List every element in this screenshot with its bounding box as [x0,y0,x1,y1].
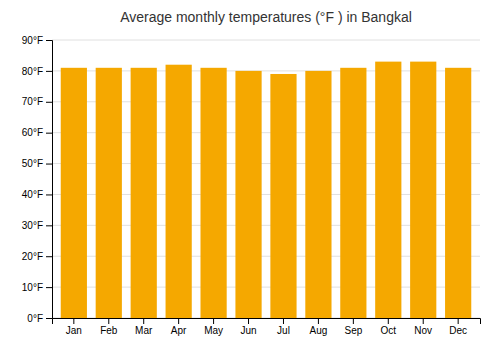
tick-mark [353,318,354,324]
tick-label: Oct [381,325,397,336]
tick-label: May [204,325,223,336]
tick-label: Jun [240,325,256,336]
bar [410,62,436,318]
axis-line [53,319,481,325]
x-axis: Jan Feb Mar Apr May Jun Jul Aug Sep Oct Nov Dec [53,318,481,336]
tick-mark [283,318,284,324]
axis-line [46,41,53,319]
tick-mark [143,318,144,324]
tick-label: Feb [100,325,118,336]
tick: Oct [381,318,397,336]
tick: Apr [171,318,187,336]
tick: Mar [135,318,153,336]
tick: Jan [66,318,82,336]
tick-label: Jul [277,325,290,336]
tick-label: Jan [66,325,82,336]
tick-mark [46,225,52,226]
tick: Feb [100,318,118,336]
bar [445,68,471,318]
tick: 40°F [22,189,52,200]
bar [166,65,192,318]
tick-mark [46,40,52,41]
tick-label: Dec [449,325,467,336]
bar [270,74,296,318]
grid [52,40,480,318]
tick-mark [46,71,52,72]
bars [61,62,472,318]
chart-container: 0°F 10°F 20°F 30°F 40°F 50°F 60°F 70°F 80°F 90°F J… [0,0,500,350]
tick-label: 10°F [22,282,43,293]
bar [131,68,157,318]
tick-mark [178,318,179,324]
tick-label: Nov [414,325,432,336]
chart-svg: 0°F 10°F 20°F 30°F 40°F 50°F 60°F 70°F 80°F 90°F J… [0,0,500,350]
tick: 90°F [22,35,52,46]
tick-label: 80°F [22,66,43,77]
tick-label: Apr [171,325,187,336]
tick-label: Mar [135,325,153,336]
tick-label: Aug [310,325,328,336]
tick-mark [46,287,52,288]
tick-label: Sep [344,325,362,336]
tick-mark [46,318,52,319]
tick-mark [46,164,52,165]
tick: 20°F [22,251,52,262]
tick: Jun [240,318,256,336]
tick-mark [46,194,52,195]
tick-mark [423,318,424,324]
tick-label: 70°F [22,96,43,107]
bar [340,68,366,318]
tick-mark [108,318,109,324]
tick: Sep [344,318,362,336]
tick: 30°F [22,220,52,231]
tick-label: 50°F [22,158,43,169]
tick: Nov [414,318,432,336]
tick-mark [213,318,214,324]
tick-mark [73,318,74,324]
y-axis: 0°F 10°F 20°F 30°F 40°F 50°F 60°F 70°F 80°F 90°F [22,35,53,324]
tick-label: 30°F [22,220,43,231]
title: Average monthly temperatures (°F ) in Ba… [120,9,412,25]
tick: 80°F [22,66,52,77]
tick: 0°F [27,313,52,324]
tick-label: 90°F [22,35,43,46]
tick-mark [388,318,389,324]
bar [235,71,261,318]
tick: Dec [449,318,467,336]
tick-mark [248,318,249,324]
tick: Aug [310,318,328,336]
bar [96,68,122,318]
tick: Jul [277,318,290,336]
tick-label: 0°F [27,313,43,324]
bar [305,71,331,318]
tick: 50°F [22,158,52,169]
plot-area: 0°F 10°F 20°F 30°F 40°F 50°F 60°F 70°F 80°F 90°F J… [22,35,481,336]
tick-mark [46,256,52,257]
tick-mark [318,318,319,324]
tick: May [204,318,223,336]
tick-label: 60°F [22,127,43,138]
bar [375,62,401,318]
grid-line [52,40,480,41]
tick-mark [46,133,52,134]
tick-mark [46,102,52,103]
bar [200,68,226,318]
tick-mark [458,318,459,324]
bar [61,68,87,318]
tick-label: 20°F [22,251,43,262]
tick: 70°F [22,96,52,107]
tick: 10°F [22,282,52,293]
tick: 60°F [22,127,52,138]
tick-label: 40°F [22,189,43,200]
